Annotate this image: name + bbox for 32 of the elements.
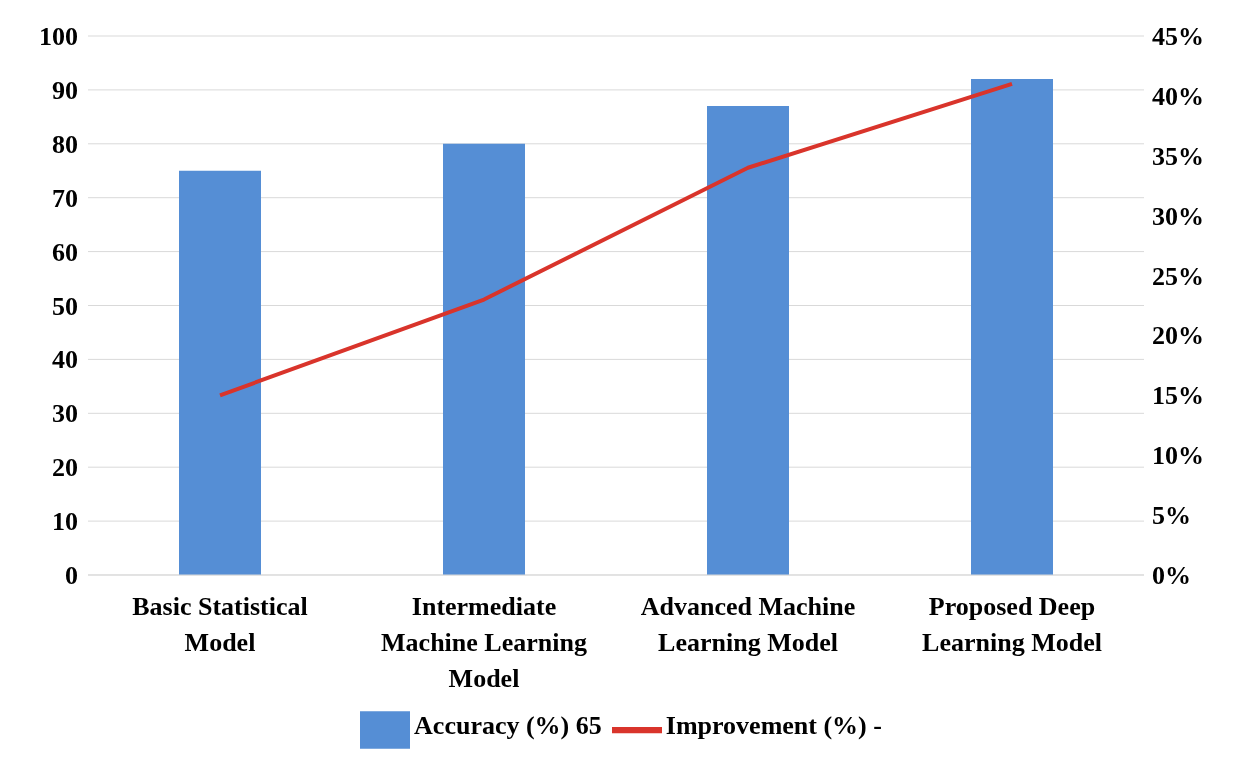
line-series bbox=[218, 81, 1014, 398]
y-tick-label: 10 bbox=[52, 507, 78, 537]
y-tick-label: 50 bbox=[52, 291, 78, 321]
y-tick-label: 90 bbox=[52, 75, 78, 105]
y-tick-label: 80 bbox=[52, 129, 78, 159]
y-tick-label: 40 bbox=[52, 345, 78, 375]
y-tick-label: 100 bbox=[39, 22, 78, 51]
bar bbox=[443, 143, 525, 575]
bar bbox=[179, 170, 261, 575]
y-tick-label: 60 bbox=[52, 237, 78, 267]
y2-tick-label: 10% bbox=[1152, 441, 1204, 471]
x-tick-label: Advanced Machine Learning Model bbox=[640, 592, 856, 657]
x-tick-label: Basic Statistical Model bbox=[132, 592, 308, 657]
y-tick-label: 70 bbox=[52, 183, 78, 213]
x-tick-label: Intermediate Machine Learning Model bbox=[381, 592, 587, 693]
y-tick-label: 0 bbox=[65, 561, 78, 590]
y-tick-label: 30 bbox=[52, 399, 78, 429]
y2-tick-label: 45% bbox=[1152, 22, 1204, 51]
y2-tick-label: 15% bbox=[1152, 381, 1204, 411]
y2-tick-label: 20% bbox=[1152, 321, 1204, 351]
legend-label: Accuracy (%) 65 bbox=[414, 710, 602, 740]
y-tick-label: 20 bbox=[52, 453, 78, 483]
legend-label: Improvement (%) - bbox=[665, 710, 882, 740]
bar bbox=[707, 106, 789, 575]
x-tick-label: Proposed Deep Learning Model bbox=[922, 592, 1102, 657]
bar bbox=[971, 79, 1053, 575]
y2-tick-label: 5% bbox=[1152, 501, 1191, 531]
y2-tick-label: 25% bbox=[1152, 261, 1204, 291]
y2-tick-label: 0% bbox=[1152, 561, 1191, 590]
y2-tick-label: 30% bbox=[1152, 201, 1204, 231]
y2-tick-label: 40% bbox=[1152, 81, 1204, 111]
y2-tick-label: 35% bbox=[1152, 141, 1204, 171]
